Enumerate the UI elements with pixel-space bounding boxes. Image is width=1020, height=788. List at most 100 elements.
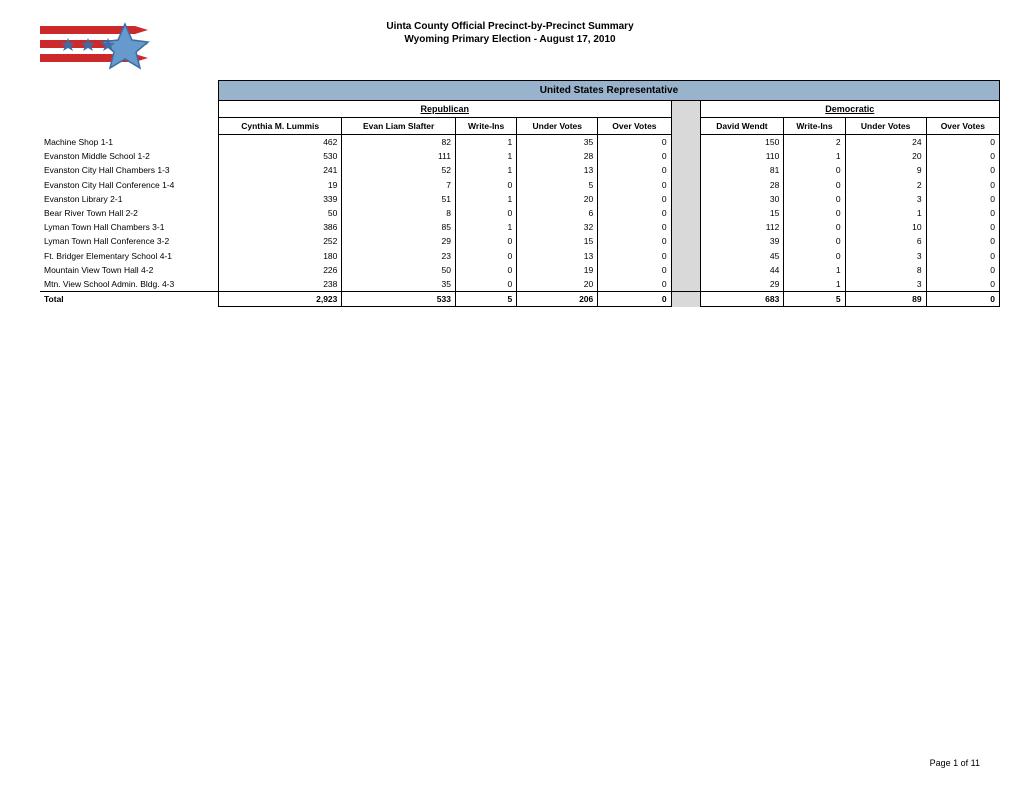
gap-cell — [671, 192, 700, 206]
cell: 1 — [845, 206, 926, 220]
cell: 0 — [598, 135, 671, 150]
cell: 2 — [784, 135, 845, 150]
cell: 1 — [784, 263, 845, 277]
cell: 1 — [455, 135, 516, 150]
col-dem-2: Under Votes — [845, 118, 926, 135]
cell: 20 — [517, 192, 598, 206]
row-label: Evanston Library 2-1 — [40, 192, 219, 206]
cell: 15 — [517, 234, 598, 248]
cell: 19 — [219, 178, 342, 192]
cell: 45 — [700, 249, 784, 263]
cell: 8 — [845, 263, 926, 277]
cell: 0 — [598, 234, 671, 248]
cell: 0 — [926, 220, 999, 234]
row-label: Lyman Town Hall Chambers 3-1 — [40, 220, 219, 234]
cell: 30 — [700, 192, 784, 206]
party-gap — [671, 101, 700, 118]
gap-cell — [671, 263, 700, 277]
col-dem-0: David Wendt — [700, 118, 784, 135]
gap-cell — [671, 135, 700, 150]
cell: 0 — [926, 263, 999, 277]
cell: 1 — [455, 149, 516, 163]
title-block: Uinta County Official Precinct-by-Precin… — [170, 20, 980, 46]
cell: 111 — [342, 149, 456, 163]
gap-cell — [671, 178, 700, 192]
cell: 238 — [219, 277, 342, 292]
cell: 0 — [455, 234, 516, 248]
cell: 52 — [342, 163, 456, 177]
cell: 39 — [700, 234, 784, 248]
gap-cell — [671, 234, 700, 248]
cell: 0 — [598, 178, 671, 192]
cell: 150 — [700, 135, 784, 150]
table-row: Mtn. View School Admin. Bldg. 4-32383502… — [40, 277, 1000, 292]
table-row: Evanston City Hall Conference 1-41970502… — [40, 178, 1000, 192]
cell: 1 — [455, 192, 516, 206]
cell: 6 — [845, 234, 926, 248]
cell: 0 — [598, 220, 671, 234]
cell: 0 — [598, 206, 671, 220]
col-rep-3: Under Votes — [517, 118, 598, 135]
cell: 1 — [784, 277, 845, 292]
cell: 28 — [700, 178, 784, 192]
cell: 5 — [517, 178, 598, 192]
cell: 89 — [845, 292, 926, 307]
cell: 1 — [455, 163, 516, 177]
cell: 0 — [926, 163, 999, 177]
row-label: Mtn. View School Admin. Bldg. 4-3 — [40, 277, 219, 292]
results-table-wrap: United States Representative Republican … — [0, 80, 1020, 307]
cell: 6 — [517, 206, 598, 220]
cell: 10 — [845, 220, 926, 234]
cell: 13 — [517, 249, 598, 263]
col-gap — [671, 118, 700, 135]
cell: 2 — [845, 178, 926, 192]
cell: 5 — [455, 292, 516, 307]
cell: 0 — [926, 135, 999, 150]
cell: 85 — [342, 220, 456, 234]
gap-cell — [671, 220, 700, 234]
cell: 0 — [455, 249, 516, 263]
cell: 180 — [219, 249, 342, 263]
cell: 110 — [700, 149, 784, 163]
table-row: Evanston Library 2-133951120030030 — [40, 192, 1000, 206]
cell: 5 — [784, 292, 845, 307]
table-row: Ft. Bridger Elementary School 4-11802301… — [40, 249, 1000, 263]
gap-cell — [671, 206, 700, 220]
cell: 462 — [219, 135, 342, 150]
results-table: United States Representative Republican … — [40, 80, 1000, 307]
page-footer: Page 1 of 11 — [930, 758, 980, 768]
cell: 0 — [926, 277, 999, 292]
cell: 81 — [700, 163, 784, 177]
cell: 9 — [845, 163, 926, 177]
table-row: Total2,923533520606835890 — [40, 292, 1000, 307]
cell: 3 — [845, 277, 926, 292]
cell: 0 — [784, 220, 845, 234]
table-row: Mountain View Town Hall 4-22265001904418… — [40, 263, 1000, 277]
row-label: Ft. Bridger Elementary School 4-1 — [40, 249, 219, 263]
cell: 386 — [219, 220, 342, 234]
logo — [40, 20, 150, 70]
gap-cell — [671, 149, 700, 163]
cell: 20 — [517, 277, 598, 292]
cell: 51 — [342, 192, 456, 206]
cell: 0 — [784, 234, 845, 248]
cell: 533 — [342, 292, 456, 307]
cell: 226 — [219, 263, 342, 277]
cell: 1 — [784, 149, 845, 163]
cell: 206 — [517, 292, 598, 307]
cell: 20 — [845, 149, 926, 163]
cell: 24 — [845, 135, 926, 150]
cell: 0 — [926, 178, 999, 192]
col-rep-0: Cynthia M. Lummis — [219, 118, 342, 135]
cell: 50 — [342, 263, 456, 277]
cell: 339 — [219, 192, 342, 206]
table-row: Machine Shop 1-14628213501502240 — [40, 135, 1000, 150]
cell: 35 — [517, 135, 598, 150]
cell: 44 — [700, 263, 784, 277]
cell: 0 — [598, 263, 671, 277]
cell: 0 — [784, 178, 845, 192]
cell: 241 — [219, 163, 342, 177]
cell: 0 — [926, 292, 999, 307]
cell: 7 — [342, 178, 456, 192]
cell: 0 — [455, 277, 516, 292]
